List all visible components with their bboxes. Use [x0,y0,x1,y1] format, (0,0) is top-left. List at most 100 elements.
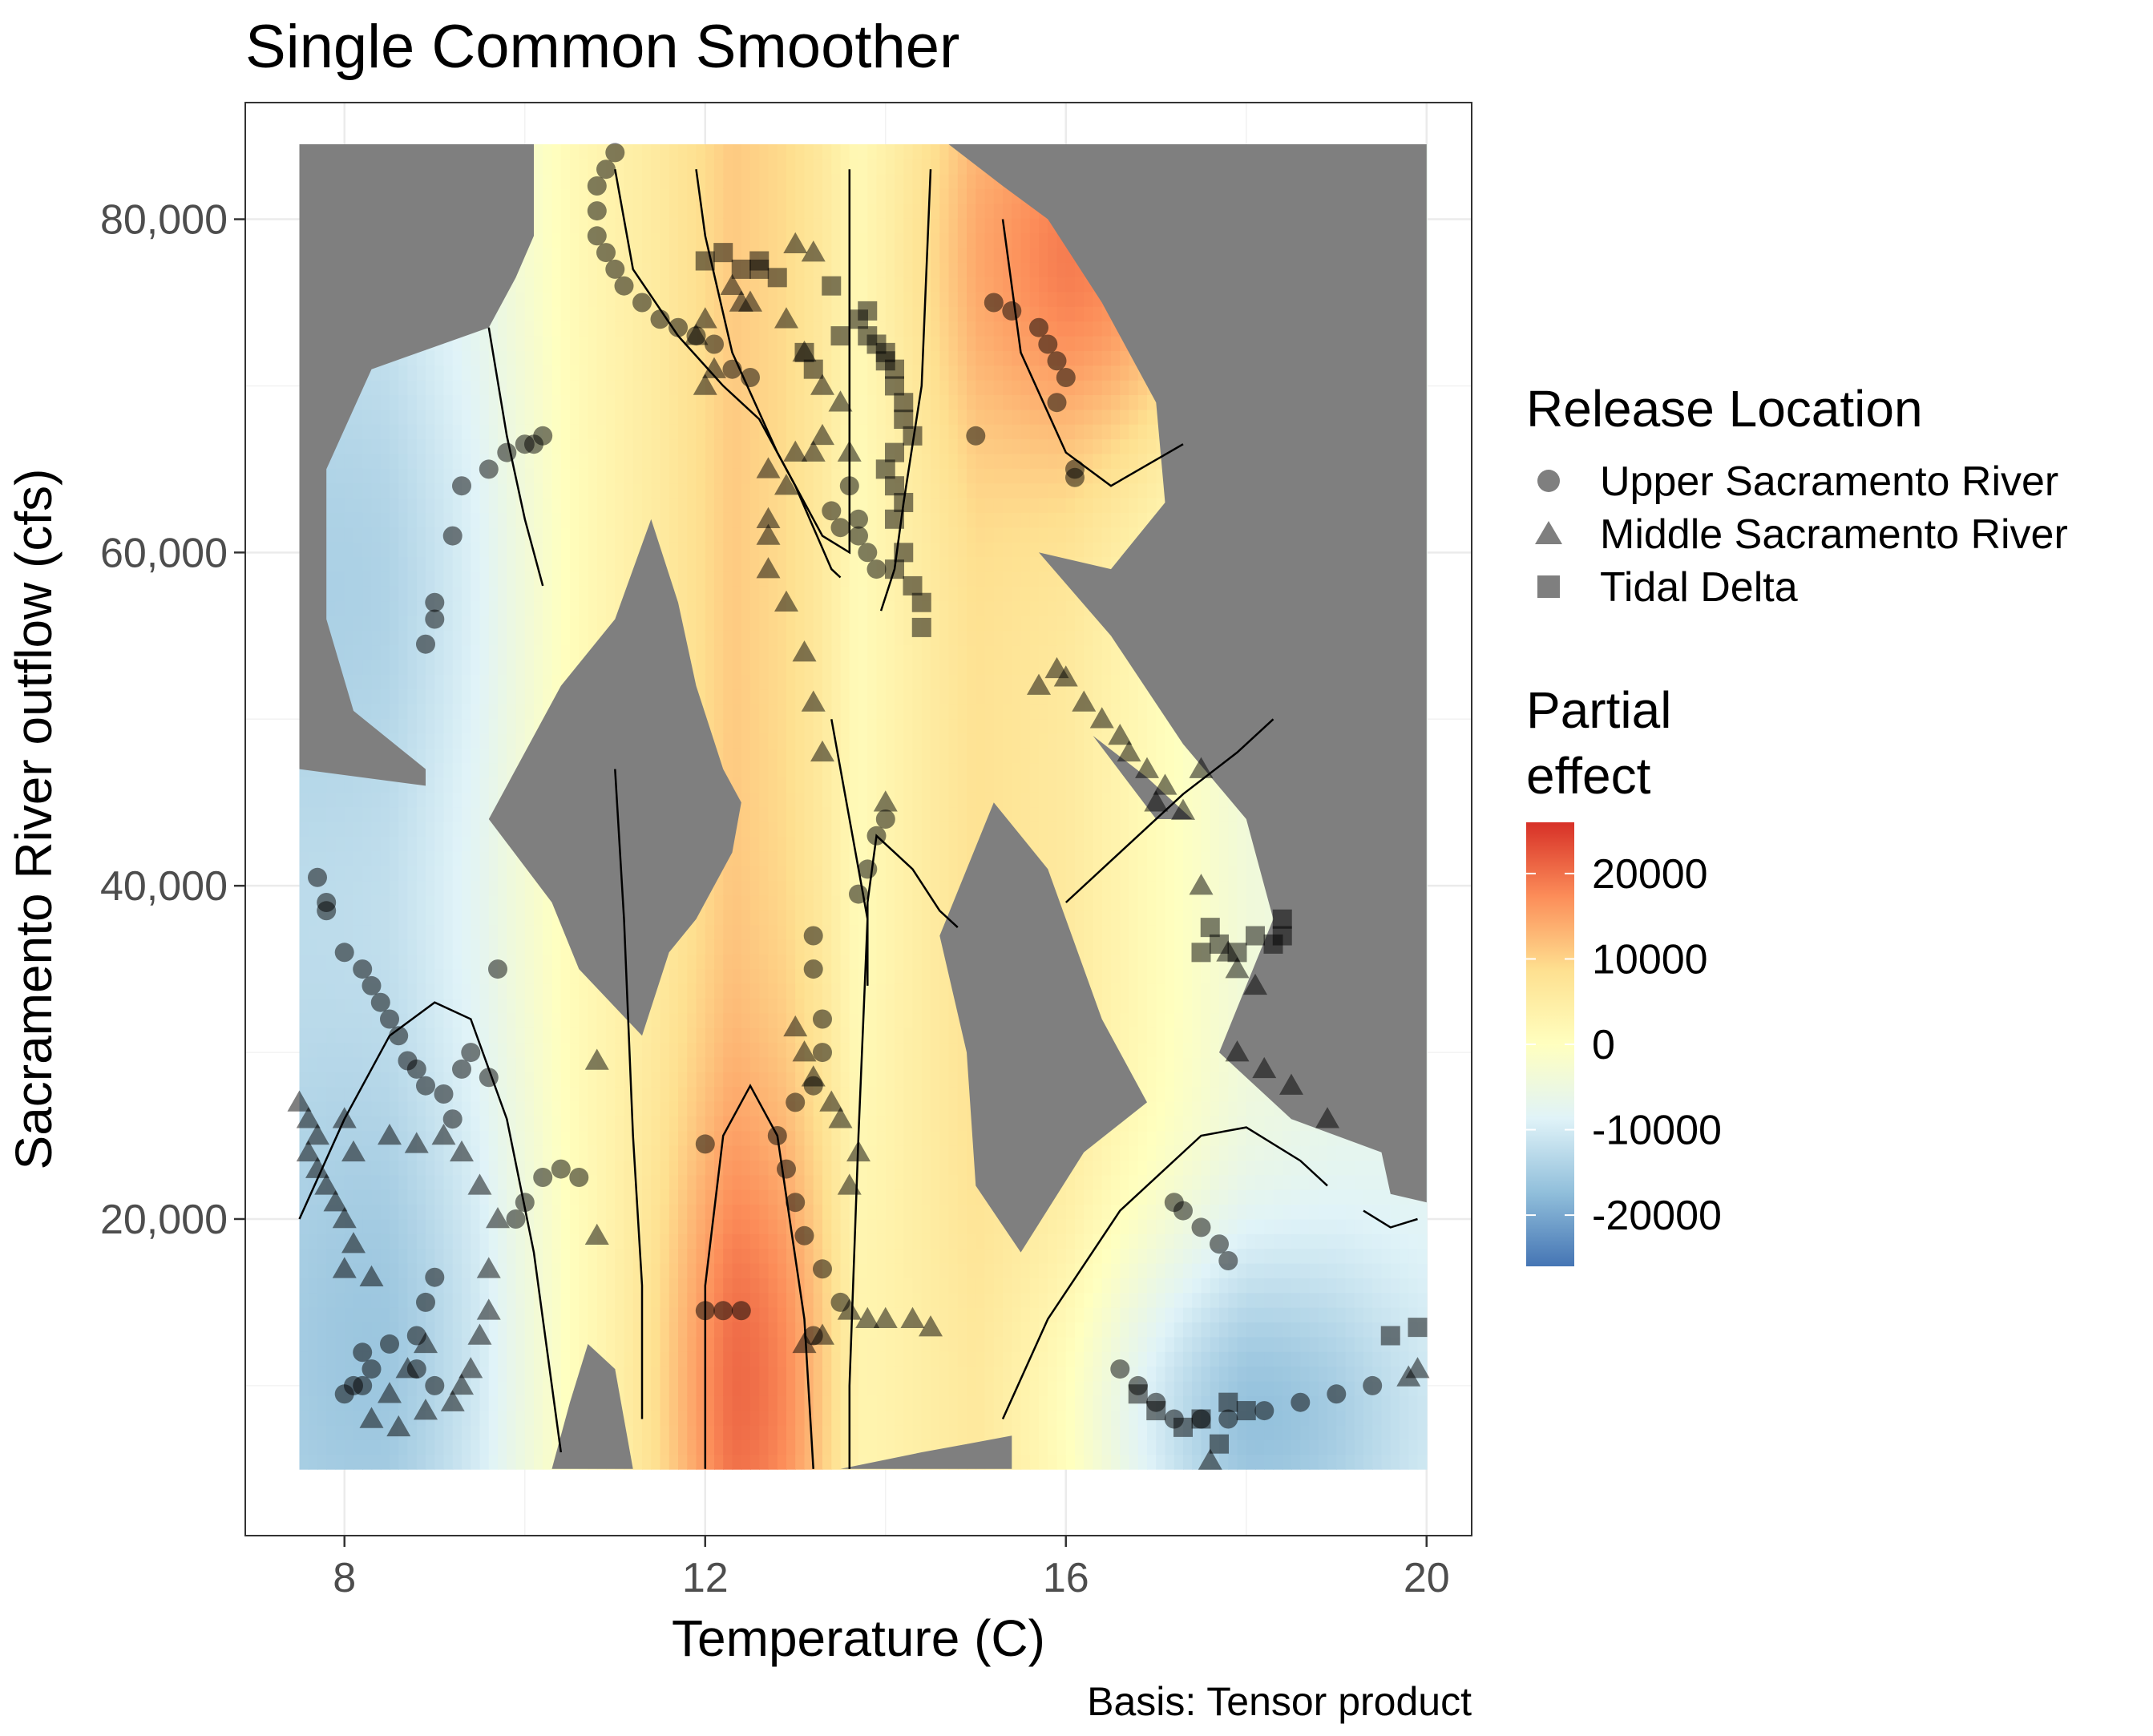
heatmap-cell [660,409,670,425]
heatmap-cell [426,1350,436,1367]
heatmap-cell [498,1439,508,1455]
heatmap-cell [723,1439,733,1455]
heatmap-cell [471,541,481,557]
heatmap-cell [741,910,751,926]
heatmap-cell [390,1233,399,1250]
heatmap-cell [624,1350,634,1367]
heatmap-cell [479,1395,490,1411]
heatmap-cell [308,1306,318,1322]
heatmap-cell [786,1306,796,1322]
heatmap-cell [723,910,733,926]
heatmap-cell [515,1027,526,1044]
heatmap-cell [705,659,715,675]
heatmap-cell [335,1042,345,1058]
heatmap-cell [732,1160,742,1176]
heatmap-cell [687,615,697,631]
heatmap-cell [678,512,688,528]
heatmap-cell [777,954,787,970]
heatmap-cell [696,1174,706,1190]
heatmap-cell [741,924,751,940]
heatmap-cell [462,762,472,778]
heatmap-cell [543,1248,553,1264]
heatmap-cell [335,1012,345,1028]
heatmap-cell [471,1410,481,1426]
heatmap-cell [741,482,751,499]
heatmap-cell [398,1116,409,1132]
heatmap-cell [398,453,409,469]
heatmap-cell [471,880,481,896]
heatmap-cell [759,409,770,425]
heatmap-cell [786,674,796,690]
heatmap-cell [380,1248,390,1264]
heatmap-cell [632,1042,643,1058]
heatmap-cell [434,1145,445,1161]
heatmap-cell [515,998,526,1014]
heatmap-cell [434,850,445,866]
heatmap-cell [696,674,706,690]
heatmap-cell [326,1366,337,1382]
heatmap-cell [777,1233,787,1250]
heatmap-cell [524,644,535,660]
heatmap-cell [606,1130,616,1146]
heatmap-cell [596,438,607,454]
heatmap-cell [524,571,535,587]
heatmap-cell [353,453,364,469]
heatmap-cell [750,1027,760,1044]
heatmap-cell [759,144,770,160]
heatmap-cell [669,1439,679,1455]
heatmap-cell [723,261,733,278]
heatmap-cell [687,365,697,381]
heatmap-cell [308,1322,318,1338]
heatmap-cell [344,1322,354,1338]
heatmap-cell [416,541,426,557]
heatmap-cell [443,718,454,734]
heatmap-cell [579,600,589,616]
heatmap-cell [579,1233,589,1250]
heatmap-cell [687,159,697,175]
heatmap-cell [398,1454,409,1470]
heatmap-cell [606,1100,616,1116]
heatmap-cell [570,365,580,381]
heatmap-cell [488,556,499,572]
heatmap-cell [615,217,625,233]
heatmap-cell [705,1056,715,1072]
heatmap-cell [416,527,426,543]
heatmap-cell [579,232,589,248]
heatmap-cell [471,556,481,572]
heatmap-cell [588,1086,598,1102]
heatmap-cell [687,1189,697,1205]
heatmap-cell [669,144,679,160]
heatmap-cell [416,1218,426,1234]
heatmap-cell [524,453,535,469]
heatmap-cell [741,836,751,852]
heatmap-cell [615,409,625,425]
heatmap-cell [534,468,544,484]
heatmap-cell [353,1278,364,1294]
heatmap-cell [606,379,616,395]
heatmap-cell [660,173,670,189]
heatmap-cell [471,1292,481,1308]
heatmap-cell [714,1248,725,1264]
heatmap-cell [543,644,553,660]
heatmap-cell [498,674,508,690]
heatmap-cell [723,438,733,454]
heatmap-cell [344,1160,354,1176]
heatmap-cell [534,954,544,970]
heatmap-cell [705,703,715,720]
heatmap-cell [759,203,770,219]
heatmap-cell [398,1439,409,1455]
heatmap-cell [498,1336,508,1352]
heatmap-cell [479,762,490,778]
heatmap-cell [515,365,526,381]
heatmap-cell [795,1145,806,1161]
heatmap-cell [741,1042,751,1058]
heatmap-cell [669,1116,679,1132]
heatmap-cell [326,1380,337,1396]
heatmap-cell [696,1116,706,1132]
heatmap-cell [678,1072,688,1088]
heatmap-cell [570,261,580,278]
heatmap-cell [651,1350,661,1367]
heatmap-cell [299,865,309,882]
heatmap-cell [705,173,715,189]
